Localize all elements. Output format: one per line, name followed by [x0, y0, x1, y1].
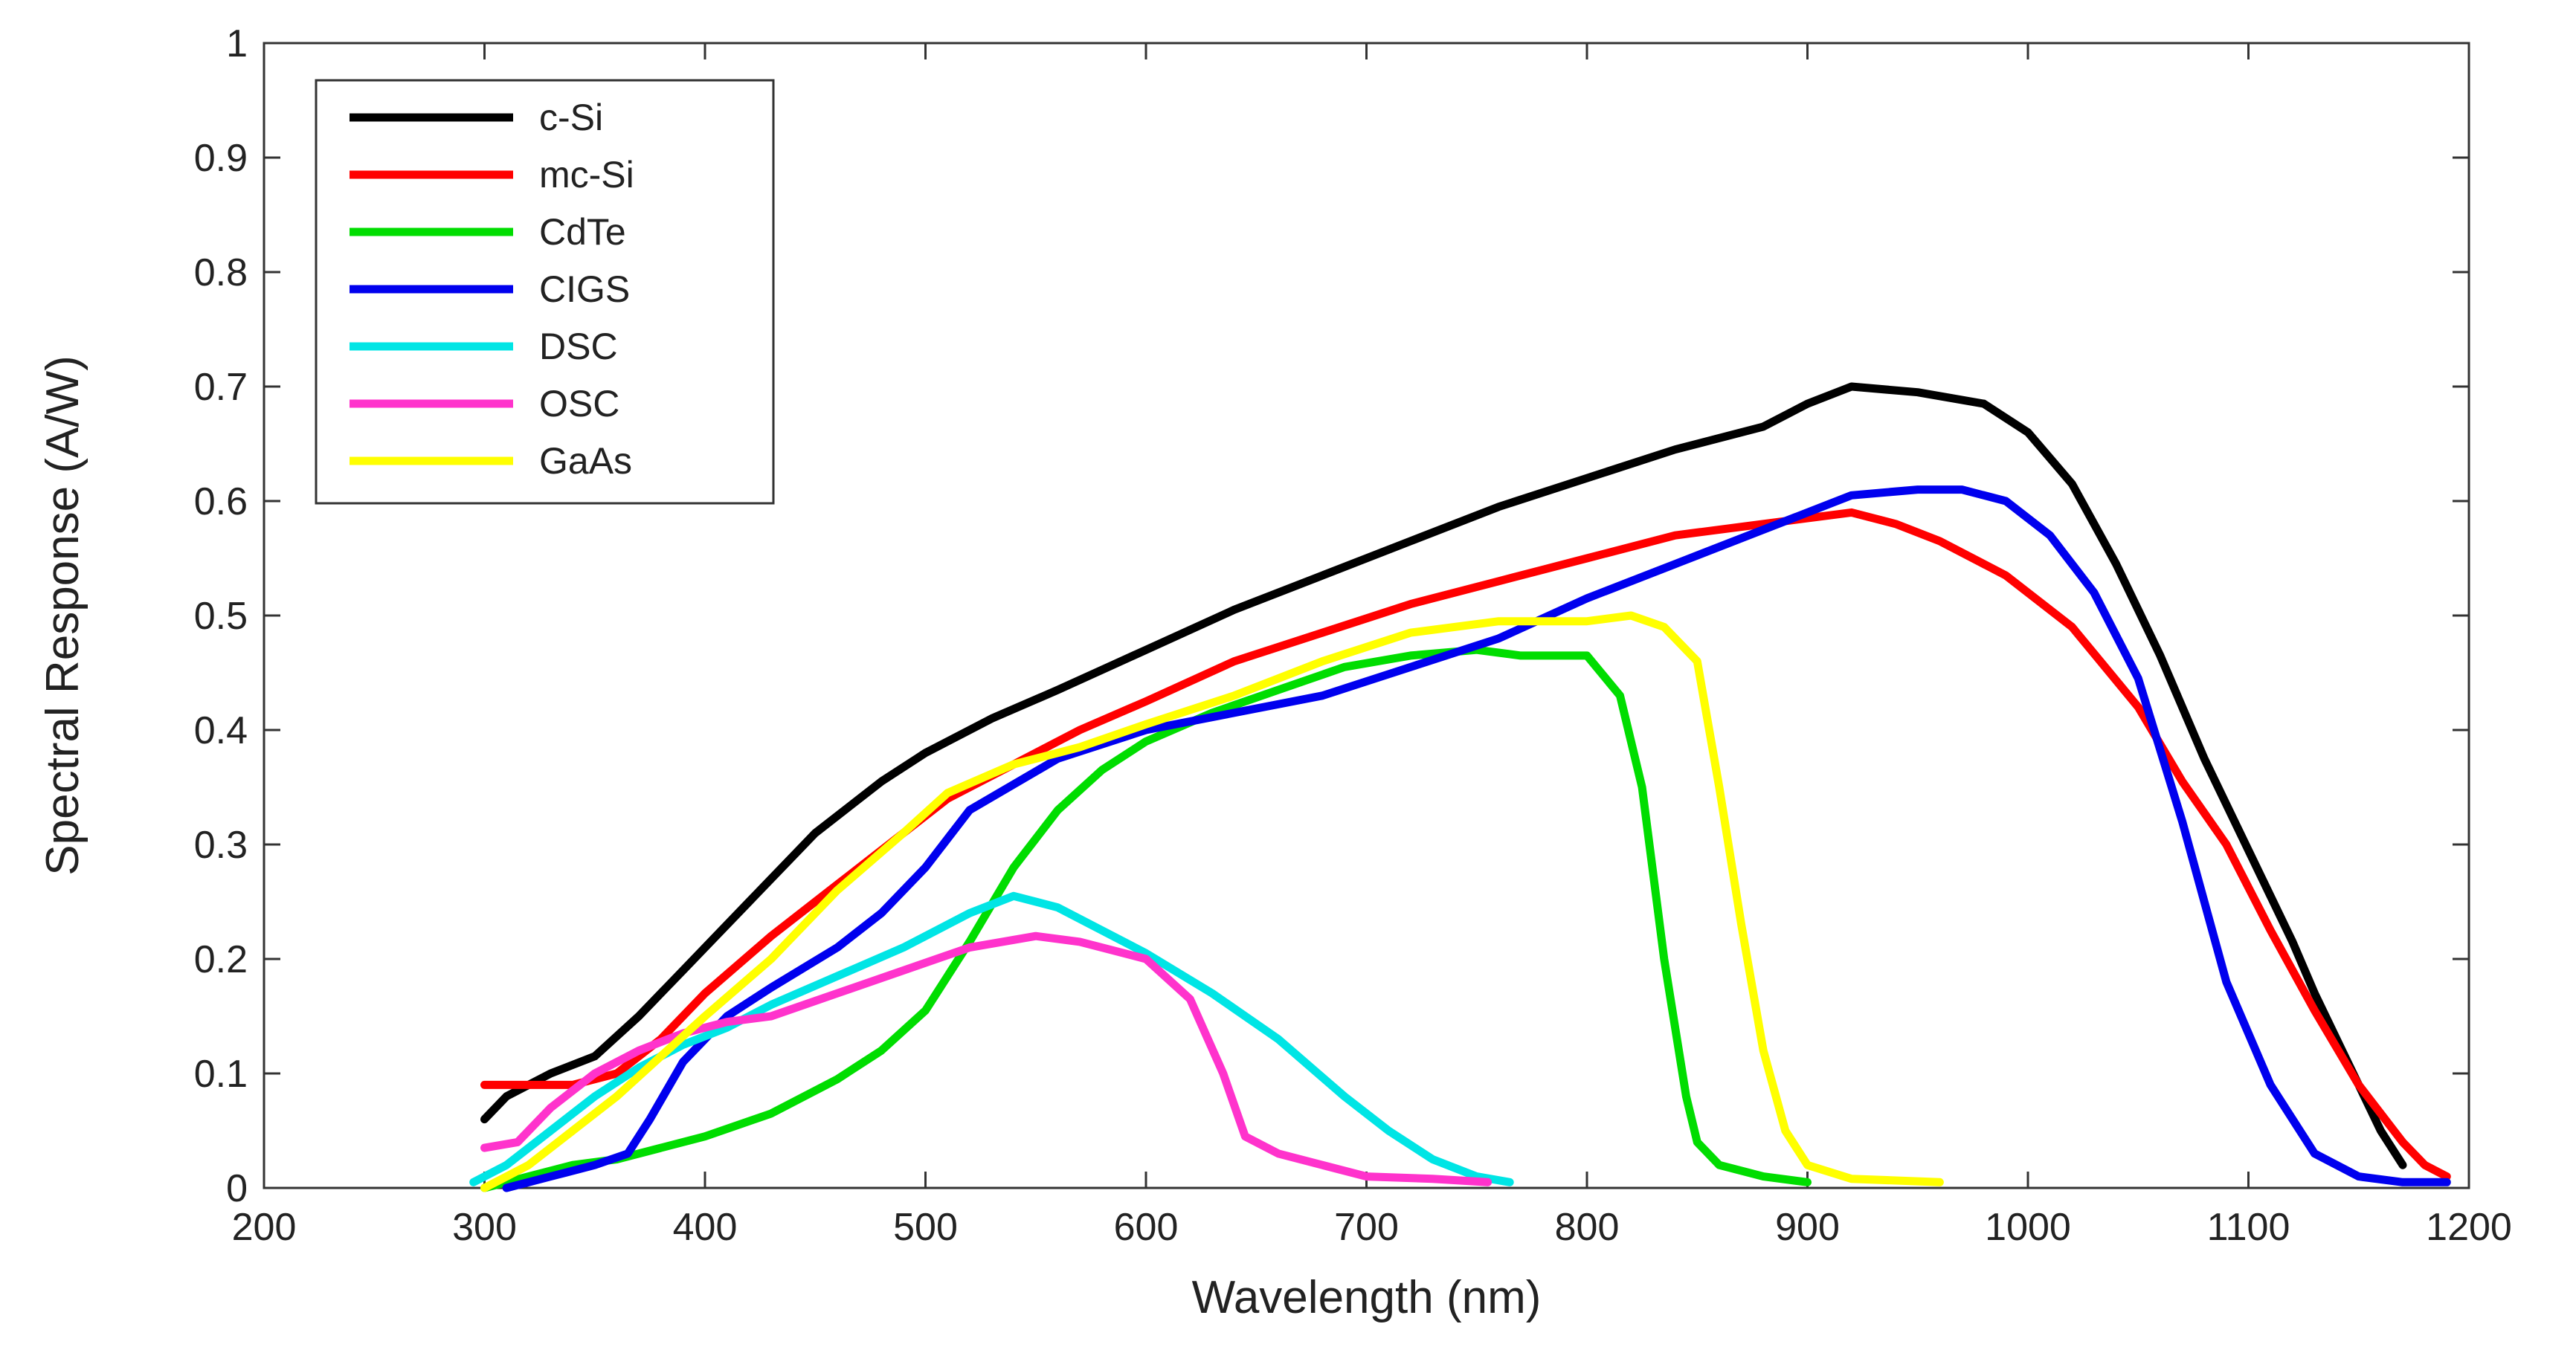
- x-tick-label: 1000: [1985, 1206, 2071, 1249]
- y-tick-label: 0.2: [194, 938, 248, 981]
- y-tick-label: 0.1: [194, 1053, 248, 1096]
- x-tick-label: 300: [452, 1206, 517, 1249]
- y-axis-title: Spectral Response (A/W): [37, 355, 88, 875]
- x-tick-label: 800: [1555, 1206, 1620, 1249]
- x-axis-title: Wavelength (nm): [1192, 1272, 1542, 1323]
- y-tick-label: 0.9: [194, 137, 248, 180]
- series-line-cigs: [502, 485, 2451, 1192]
- x-tick-label: 600: [1114, 1206, 1179, 1249]
- legend: c-Si mc-Si CdTe CIGS DSC OSC GaAs: [315, 79, 775, 505]
- x-tick-label: 1100: [2207, 1206, 2290, 1249]
- y-tick-label: 1: [226, 22, 248, 65]
- y-tick-label: 0.4: [194, 709, 248, 752]
- y-tick-label: 0.8: [194, 251, 248, 294]
- x-tick-label: 200: [232, 1206, 297, 1249]
- legend-label-osc: OSC: [539, 383, 619, 424]
- series-line-osc: [480, 931, 1493, 1186]
- y-tick-label: 0: [226, 1167, 248, 1210]
- series-line-dsc: [469, 891, 1514, 1186]
- legend-label-cigs: CIGS: [539, 268, 630, 310]
- y-tick-label: 0.6: [194, 480, 248, 523]
- x-tick-label: 900: [1775, 1206, 1840, 1249]
- series-lines-group: [469, 382, 2451, 1192]
- series-line-mc-si: [480, 508, 2451, 1181]
- legend-label-cdte: CdTe: [539, 211, 626, 253]
- y-tick-label: 0.3: [194, 824, 248, 867]
- legend-label-c-si: c-Si: [539, 97, 603, 138]
- y-tick-label: 0.5: [194, 595, 248, 638]
- series-line-c-si: [480, 382, 2407, 1169]
- x-tick-label: 700: [1334, 1206, 1399, 1249]
- axes-group: 200 300 400 500 600 700 800 900 1000 1100 1200 0 0.1…: [194, 22, 2512, 1249]
- x-tick-label: 400: [673, 1206, 738, 1249]
- legend-label-mc-si: mc-Si: [539, 154, 634, 196]
- x-tick-label: 500: [893, 1206, 958, 1249]
- x-tick-label: 1200: [2426, 1206, 2512, 1249]
- y-tick-label: 0.7: [194, 366, 248, 409]
- legend-label-dsc: DSC: [539, 326, 618, 367]
- legend-label-gaas: GaAs: [539, 440, 632, 482]
- series-line-gaas: [480, 611, 1944, 1192]
